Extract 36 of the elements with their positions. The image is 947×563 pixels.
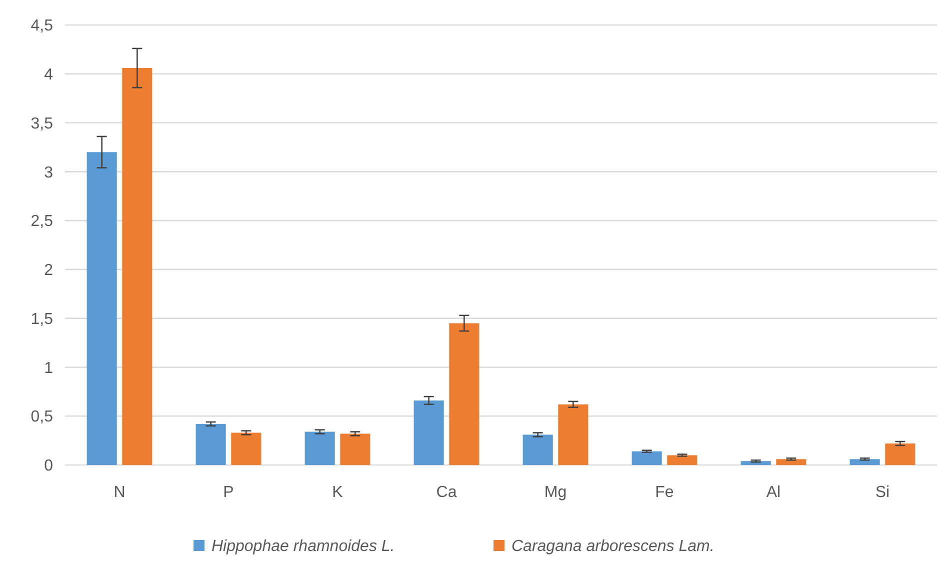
y-tick-label: 4 <box>44 66 54 84</box>
bar <box>231 432 262 465</box>
bar <box>122 68 152 465</box>
bar <box>850 459 880 465</box>
y-tick-label: 0 <box>44 458 54 475</box>
x-tick-label: Mg <box>544 484 567 501</box>
bar <box>522 434 553 465</box>
bar <box>885 443 916 465</box>
y-tick-label: 2,5 <box>30 213 54 230</box>
y-tick-label: 3 <box>44 164 54 182</box>
y-tick-label: 2 <box>44 262 54 280</box>
x-tick-label: N <box>114 484 126 501</box>
bar <box>340 434 370 465</box>
x-tick-label: P <box>223 484 234 501</box>
bar <box>414 400 444 465</box>
bar <box>196 424 226 465</box>
x-tick-label: K <box>332 484 344 501</box>
y-tick-label: 1 <box>44 360 54 377</box>
bar <box>632 451 662 465</box>
y-tick-label: 4,5 <box>30 18 54 35</box>
y-tick-label: 1,5 <box>30 310 54 328</box>
bar <box>449 323 480 465</box>
bar <box>740 461 771 465</box>
x-tick-label: Fe <box>655 484 674 501</box>
bar <box>776 459 806 465</box>
legend-label: Hippophae rhamnoides L. <box>212 538 395 555</box>
bar <box>558 404 588 465</box>
x-tick-label: Ca <box>436 484 457 501</box>
bar <box>667 455 698 465</box>
x-tick-label: Si <box>875 484 890 501</box>
y-tick-label: 0,5 <box>30 408 54 426</box>
x-tick-label: Al <box>766 484 781 501</box>
y-tick-label: 3,5 <box>30 115 54 132</box>
bar <box>304 432 335 465</box>
bar <box>86 152 117 465</box>
legend-label: Caragana arborescens Lam. <box>512 538 714 555</box>
